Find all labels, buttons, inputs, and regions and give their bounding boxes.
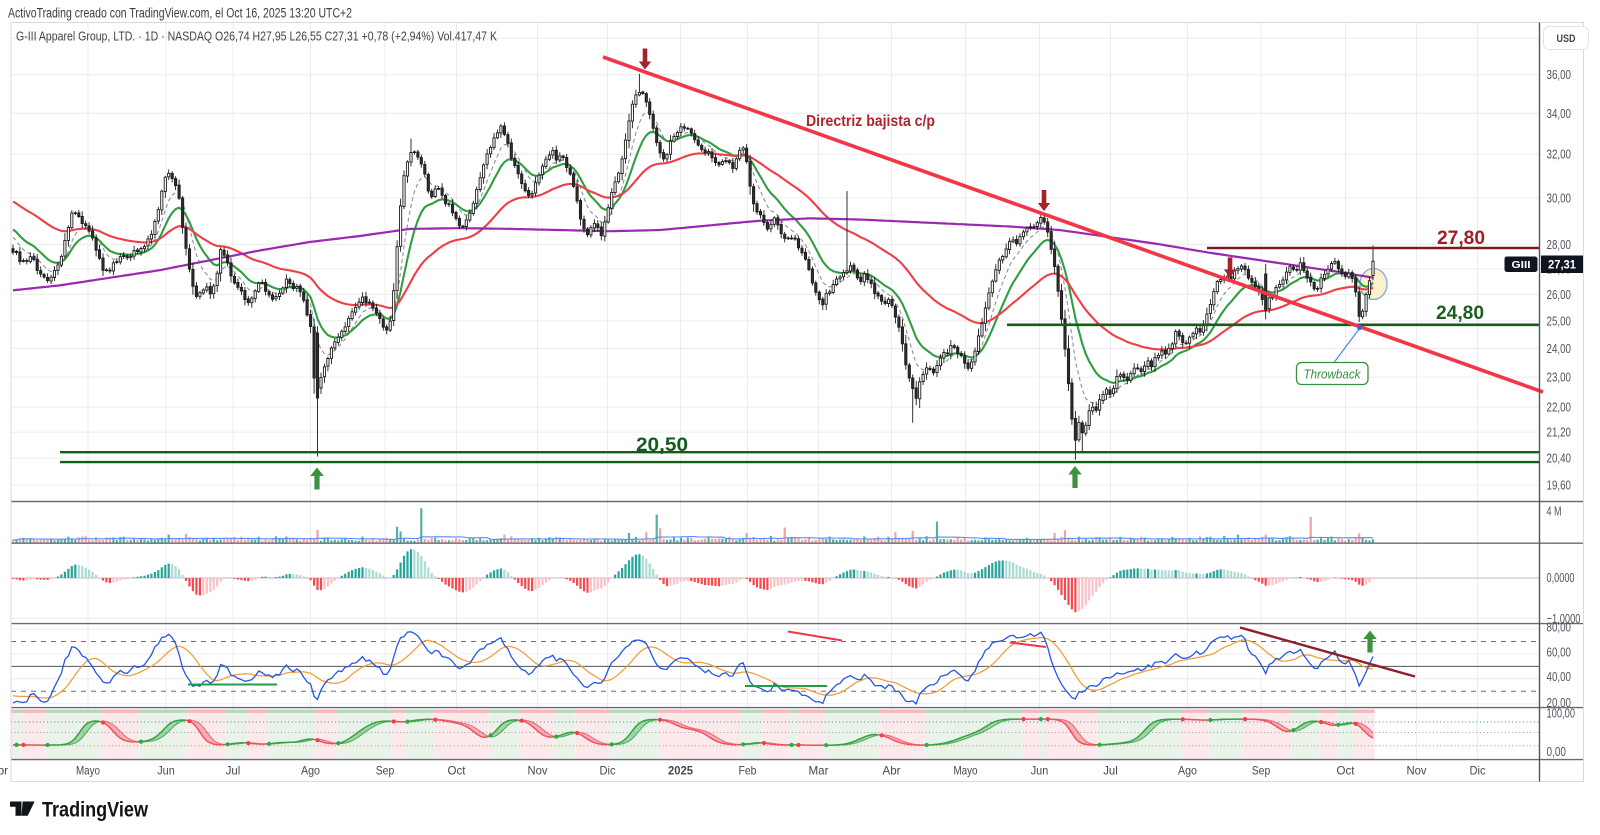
svg-text:Directriz bajista c/p: Directriz bajista c/p [806,113,935,130]
svg-text:24,00: 24,00 [1547,341,1572,356]
svg-text:32,00: 32,00 [1547,147,1572,162]
svg-text:27,31: 27,31 [1548,258,1576,272]
svg-text:Jul: Jul [226,764,241,778]
svg-text:0,0000: 0,0000 [1547,570,1575,585]
svg-text:Mayo: Mayo [954,764,978,778]
svg-text:Jun: Jun [157,764,175,778]
svg-text:Sep: Sep [1252,764,1271,778]
svg-text:2025: 2025 [668,764,693,778]
svg-text:Ago: Ago [1178,764,1197,778]
svg-text:Oct: Oct [448,764,467,778]
svg-text:Ago: Ago [301,764,320,778]
svg-text:Nov: Nov [1407,764,1427,778]
svg-text:80,00: 80,00 [1547,619,1572,634]
svg-text:GIII: GIII [1512,259,1531,271]
svg-text:25,00: 25,00 [1547,313,1572,328]
svg-text:Dic: Dic [600,764,616,778]
svg-text:26,00: 26,00 [1547,287,1572,302]
svg-text:34,00: 34,00 [1547,106,1572,121]
svg-text:Oct: Oct [1337,764,1356,778]
svg-text:27,80: 27,80 [1437,228,1485,249]
svg-text:20,50: 20,50 [636,435,688,456]
svg-text:Abr: Abr [883,764,901,778]
svg-text:Sep: Sep [376,764,395,778]
svg-text:23,00: 23,00 [1547,370,1572,385]
svg-text:40,00: 40,00 [1547,669,1572,684]
svg-text:Nov: Nov [528,764,548,778]
svg-text:Feb: Feb [739,764,757,778]
svg-text:Abr: Abr [0,764,8,778]
svg-text:24,80: 24,80 [1436,303,1484,324]
svg-text:100,00: 100,00 [1547,706,1576,721]
svg-text:60,00: 60,00 [1547,645,1572,660]
svg-text:Mar: Mar [809,764,829,778]
svg-text:20,00: 20,00 [1547,695,1572,710]
svg-text:Jun: Jun [1031,764,1049,778]
svg-text:USD: USD [1557,33,1576,45]
svg-text:Jul: Jul [1103,764,1118,778]
svg-text:Mayo: Mayo [76,764,100,778]
svg-text:36,00: 36,00 [1547,67,1572,82]
svg-text:28,00: 28,00 [1547,237,1572,252]
svg-text:G-III Apparel Group, LTD. · 1D: G-III Apparel Group, LTD. · 1D · NASDAQ … [16,29,497,44]
svg-text:Throwback: Throwback [1304,367,1362,382]
svg-text:22,00: 22,00 [1547,400,1572,415]
svg-text:TradingView: TradingView [42,799,149,822]
svg-text:4 M: 4 M [1547,504,1562,519]
svg-text:19,60: 19,60 [1547,478,1572,493]
svg-text:ActivoTrading creado con Tradi: ActivoTrading creado con TradingView.com… [8,6,352,21]
svg-text:−1,0000: −1,0000 [1547,611,1581,626]
svg-text:0,00: 0,00 [1547,744,1567,759]
svg-text:20,40: 20,40 [1547,451,1572,466]
svg-text:Dic: Dic [1470,764,1486,778]
svg-text:21,20: 21,20 [1547,425,1572,440]
svg-text:30,00: 30,00 [1547,190,1572,205]
